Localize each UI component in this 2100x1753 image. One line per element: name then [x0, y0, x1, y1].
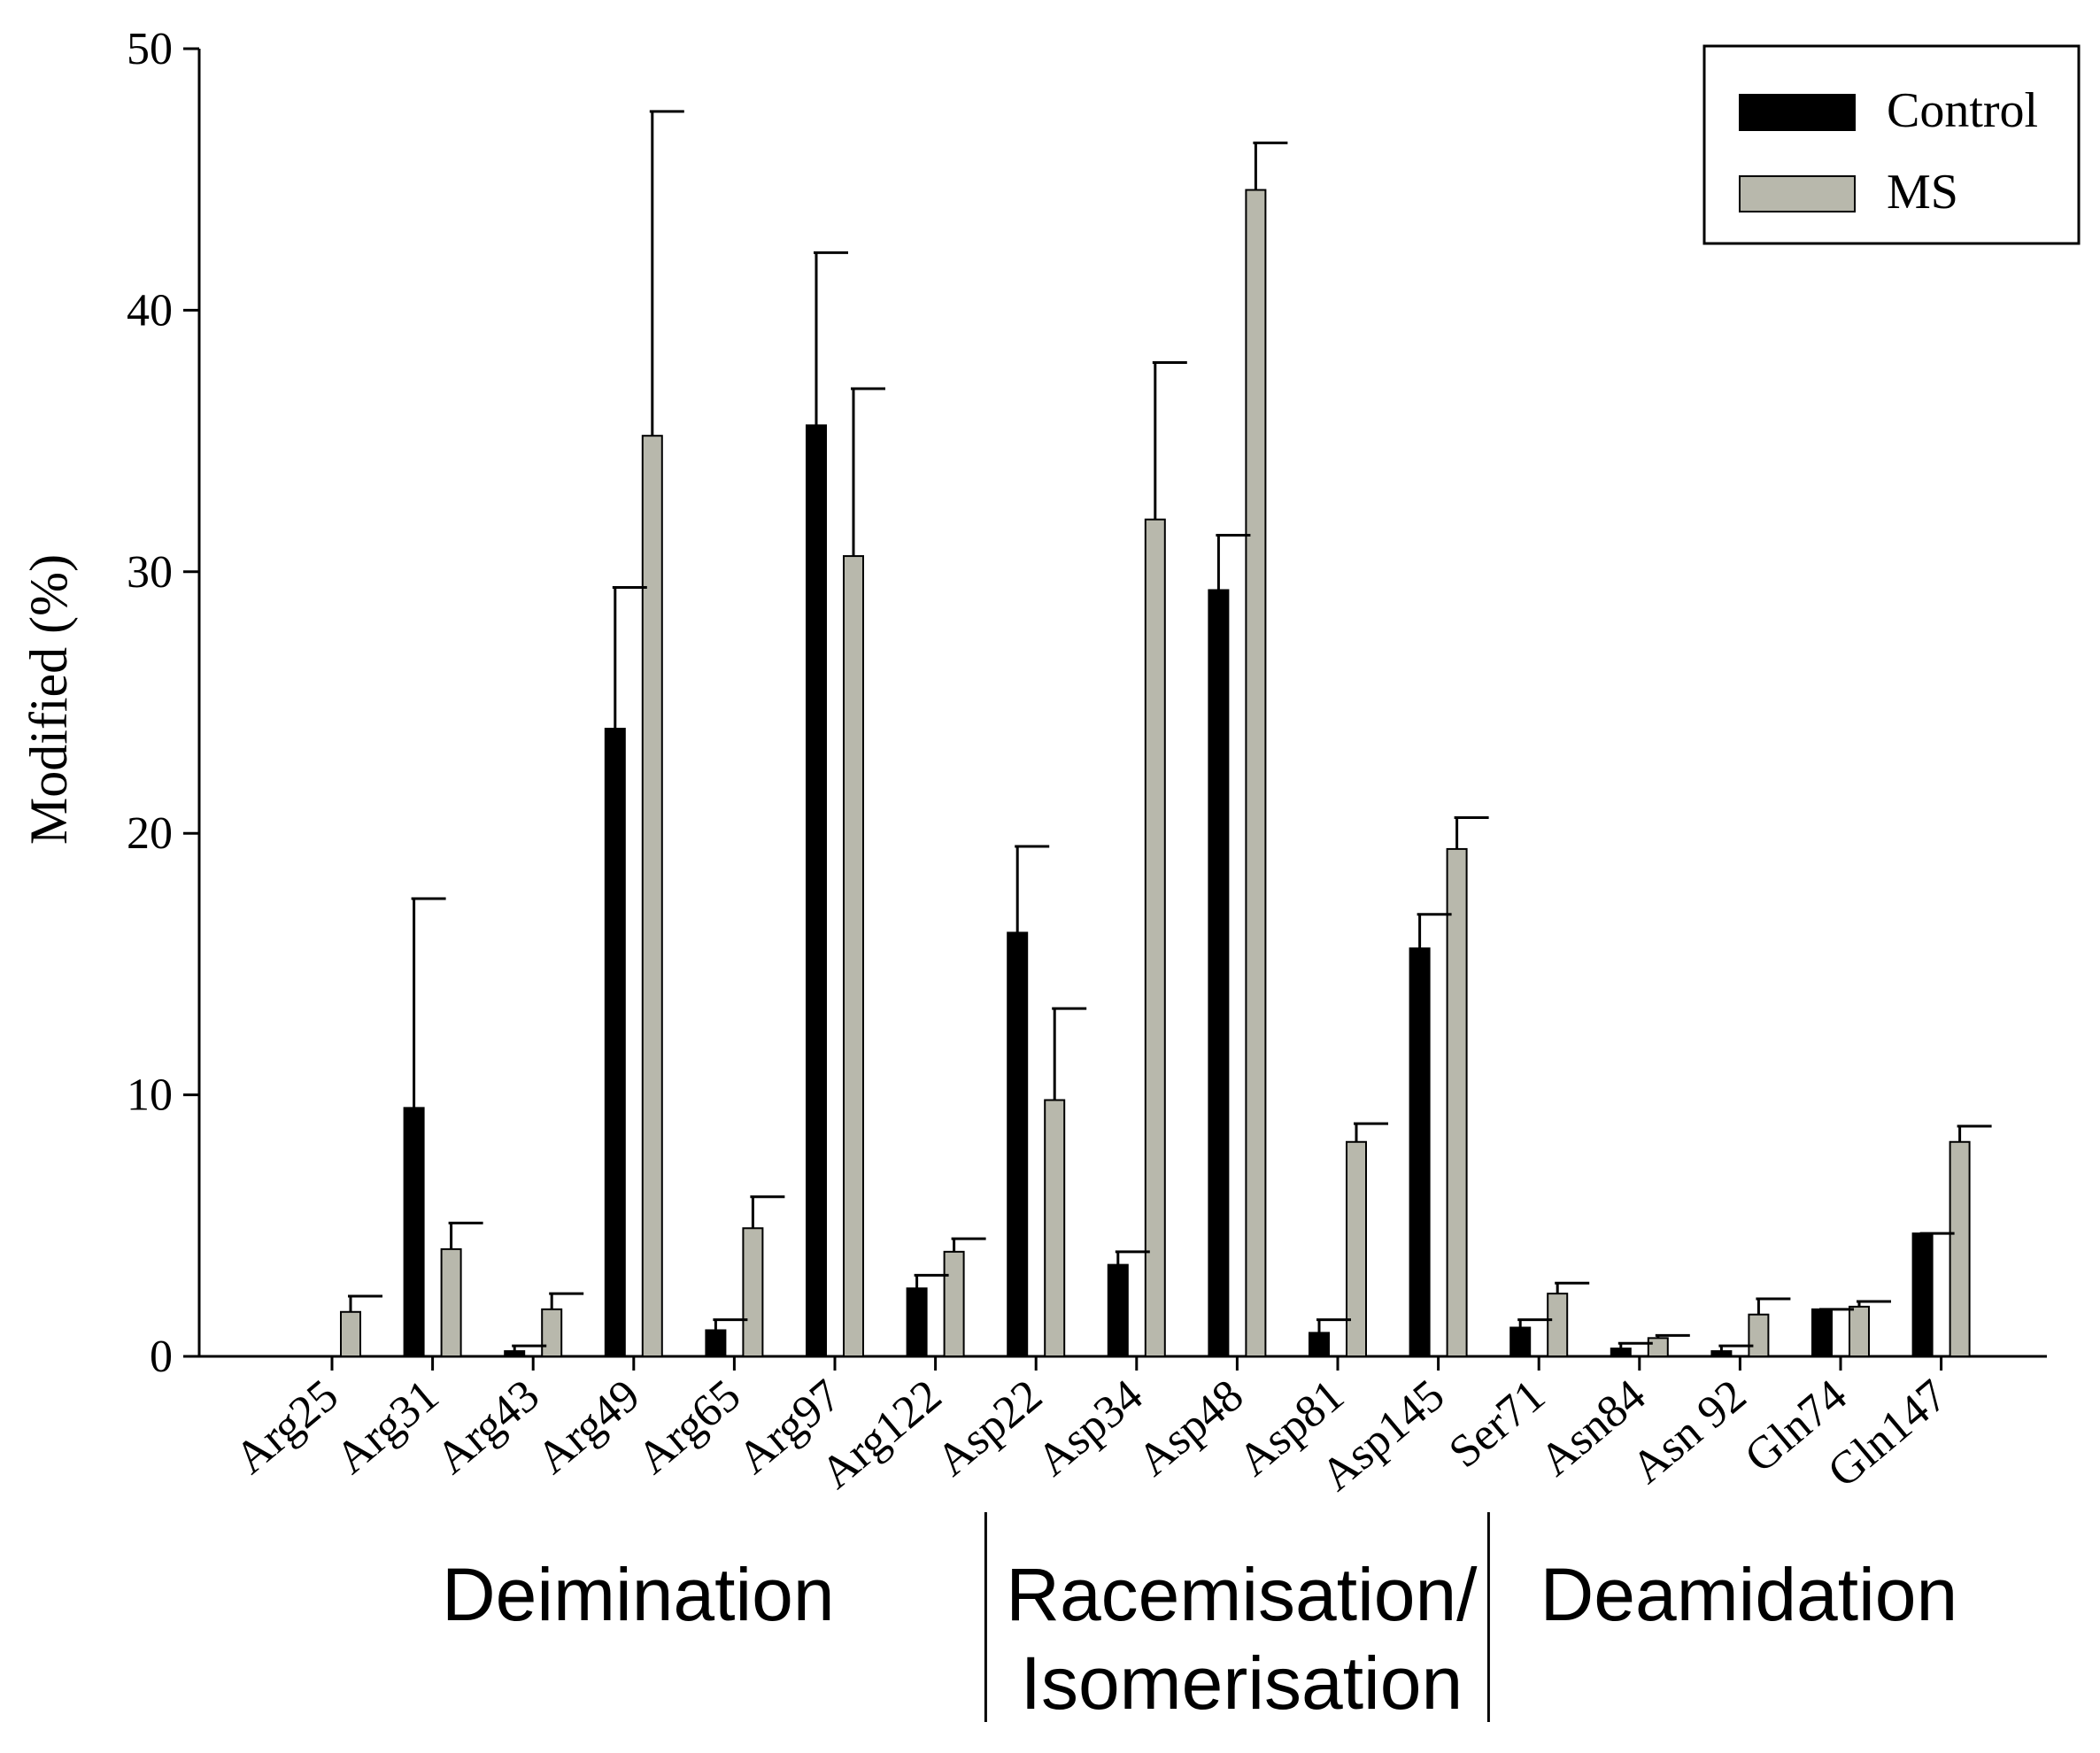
y-tick-label: 40: [127, 285, 173, 336]
chart-group-labels: Deimination Racemisation/Isomerisation Dea…: [442, 1512, 1957, 1725]
control-bar: [403, 1107, 425, 1357]
control-bar: [906, 1287, 928, 1358]
y-tick-label: 50: [127, 24, 173, 74]
control-bar: [1911, 1232, 1934, 1357]
x-category-label: Arg49: [528, 1371, 650, 1484]
legend-label: MS: [1887, 165, 1958, 220]
chart-category-labels: Arg25Arg31Arg43Arg49Arg65Arg97Arg122Asp2…: [226, 1371, 1957, 1502]
x-category-label: Arg31: [327, 1371, 449, 1484]
x-category-label: Arg25: [226, 1371, 348, 1484]
control-bar: [806, 424, 827, 1358]
x-category-label: Asp48: [1128, 1371, 1253, 1487]
group-label: Racemisation/: [1006, 1553, 1478, 1636]
legend-swatch: [1739, 94, 1856, 131]
group-label: Deamidation: [1540, 1553, 1958, 1636]
ms-bar: [1144, 518, 1166, 1357]
ms-bar: [1949, 1140, 1971, 1357]
y-tick-label: 0: [150, 1332, 173, 1382]
y-axis-title: Modified (%): [19, 554, 78, 845]
control-bar: [1208, 589, 1230, 1357]
ms-bar: [1346, 1140, 1367, 1357]
ms-bar: [440, 1247, 462, 1357]
y-tick-label: 30: [127, 547, 173, 598]
ms-bar: [1446, 847, 1468, 1357]
ms-bar: [1547, 1293, 1569, 1357]
control-bar: [1610, 1348, 1632, 1357]
x-category-label: Asp22: [927, 1371, 1052, 1487]
chart-legend: Control MS: [1702, 44, 2081, 245]
control-bar: [604, 728, 626, 1357]
legend-label: Control: [1887, 83, 2038, 138]
group-label: Isomerisation: [1021, 1641, 1463, 1725]
y-tick-label: 10: [127, 1070, 173, 1121]
chart-error-bars: [348, 110, 1992, 1352]
control-bar: [504, 1350, 526, 1358]
x-category-label: Ser71: [1440, 1371, 1555, 1479]
ms-bar: [1245, 189, 1267, 1358]
x-category-label: Arg43: [427, 1371, 549, 1484]
ms-bar: [340, 1310, 361, 1357]
ms-bar: [742, 1227, 764, 1358]
legend-swatch: [1739, 175, 1856, 212]
ms-bar: [1748, 1313, 1770, 1357]
ms-bar: [641, 435, 663, 1357]
control-bar: [1509, 1326, 1532, 1357]
group-label: Deimination: [442, 1553, 835, 1636]
x-category-label: Asp34: [1028, 1371, 1153, 1487]
control-bar: [1107, 1263, 1129, 1357]
y-tick-label: 20: [127, 808, 173, 859]
control-bar: [1409, 947, 1431, 1358]
ms-bar: [1647, 1337, 1669, 1358]
ms-bar: [1849, 1305, 1870, 1358]
control-bar: [1309, 1332, 1330, 1357]
control-bar: [1007, 931, 1029, 1358]
ms-bar: [1044, 1099, 1066, 1358]
ms-bar: [943, 1250, 965, 1357]
control-bar: [1811, 1308, 1833, 1358]
control-bar: [705, 1329, 727, 1357]
ms-bar: [541, 1308, 563, 1358]
x-category-label: Arg65: [628, 1371, 750, 1484]
x-category-label: Asn 92: [1622, 1371, 1756, 1494]
control-bar: [1710, 1350, 1733, 1358]
ms-bar: [843, 555, 864, 1357]
chart-bars: [340, 189, 1971, 1358]
